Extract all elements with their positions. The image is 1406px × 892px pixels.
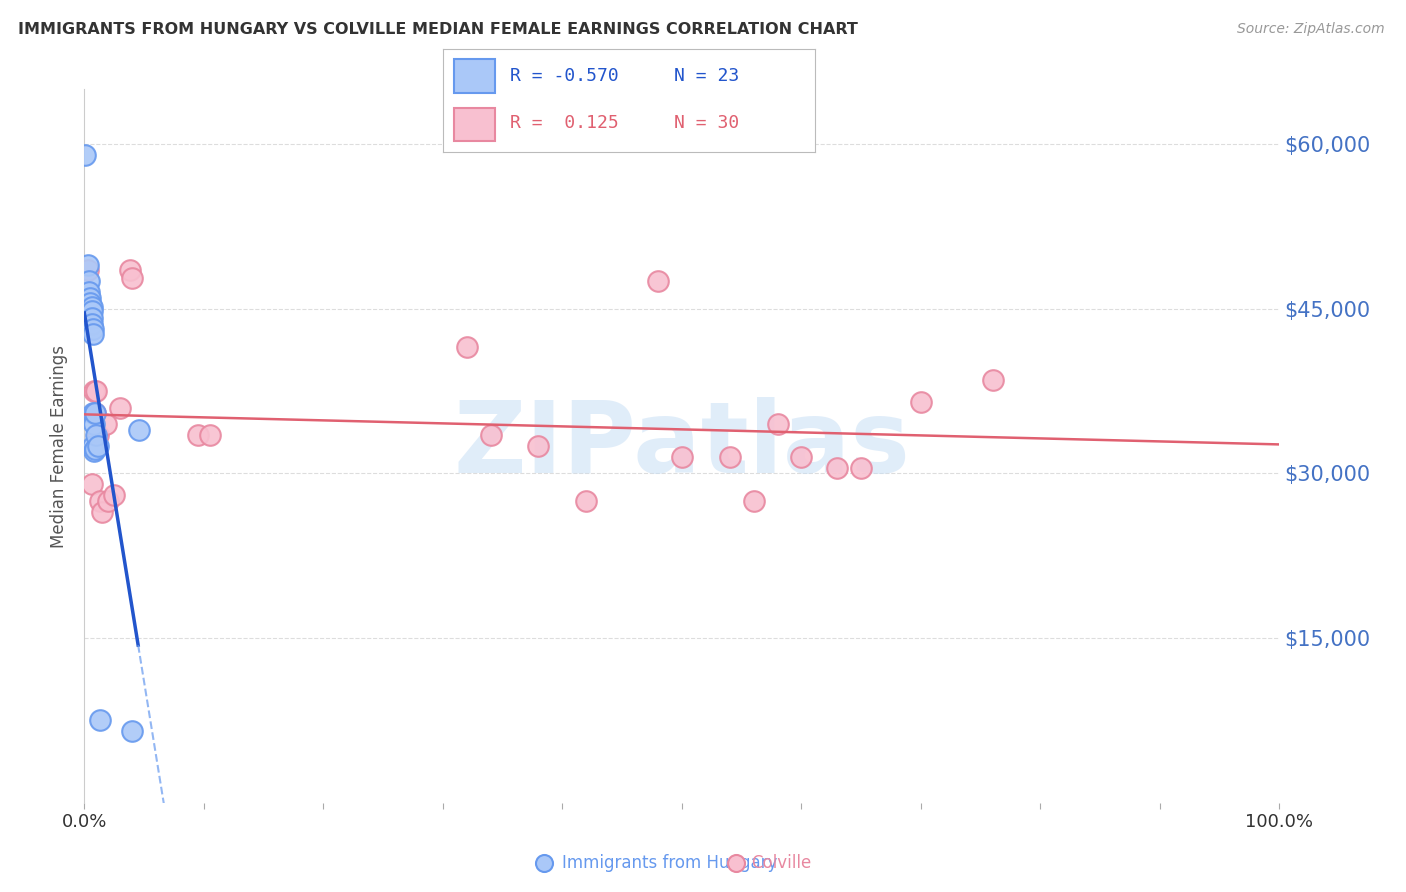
- Point: [533, 796, 555, 810]
- Point: [86, 428, 108, 442]
- Text: R =  0.125: R = 0.125: [510, 114, 619, 132]
- Point: [827, 461, 849, 475]
- Text: Colville: Colville: [751, 855, 811, 872]
- Text: N = 23: N = 23: [673, 67, 740, 86]
- Point: [456, 340, 478, 354]
- Point: [910, 395, 932, 409]
- Point: [97, 494, 120, 508]
- Point: [479, 428, 502, 442]
- Point: [86, 439, 108, 453]
- Point: [121, 271, 143, 285]
- Point: [671, 450, 693, 464]
- Point: [118, 263, 141, 277]
- Point: [86, 384, 108, 398]
- Point: [86, 428, 108, 442]
- Point: [110, 401, 132, 415]
- Point: [766, 417, 789, 431]
- Point: [83, 384, 105, 398]
- Point: [575, 494, 598, 508]
- Point: [82, 406, 104, 420]
- Point: [83, 444, 105, 458]
- Point: [79, 296, 101, 310]
- Point: [718, 450, 741, 464]
- Text: N = 30: N = 30: [673, 114, 740, 132]
- Point: [77, 263, 100, 277]
- Point: [77, 258, 100, 272]
- Point: [82, 326, 104, 341]
- Bar: [454, 108, 495, 141]
- Text: Source: ZipAtlas.com: Source: ZipAtlas.com: [1237, 22, 1385, 37]
- Point: [742, 494, 765, 508]
- Point: [79, 291, 101, 305]
- Point: [89, 714, 111, 728]
- Point: [724, 796, 747, 810]
- Point: [84, 442, 107, 457]
- Bar: [454, 59, 495, 93]
- Point: [84, 406, 107, 420]
- Point: [89, 494, 111, 508]
- Point: [80, 310, 103, 325]
- Point: [103, 488, 125, 502]
- Point: [77, 285, 100, 300]
- Point: [80, 304, 103, 318]
- Point: [94, 417, 117, 431]
- Point: [80, 317, 103, 331]
- Text: R = -0.570: R = -0.570: [510, 67, 619, 86]
- Point: [790, 450, 813, 464]
- Point: [981, 373, 1004, 387]
- Y-axis label: Median Female Earnings: Median Female Earnings: [51, 344, 69, 548]
- Point: [73, 148, 96, 162]
- Point: [83, 417, 105, 431]
- Text: Immigrants from Hungary: Immigrants from Hungary: [562, 855, 778, 872]
- Point: [77, 274, 100, 288]
- Point: [80, 300, 103, 314]
- Point: [851, 461, 873, 475]
- Point: [647, 274, 669, 288]
- Point: [80, 477, 103, 491]
- Point: [187, 428, 209, 442]
- Point: [198, 428, 221, 442]
- Point: [84, 406, 107, 420]
- Point: [128, 423, 150, 437]
- Point: [121, 724, 143, 739]
- Point: [91, 505, 114, 519]
- Text: IMMIGRANTS FROM HUNGARY VS COLVILLE MEDIAN FEMALE EARNINGS CORRELATION CHART: IMMIGRANTS FROM HUNGARY VS COLVILLE MEDI…: [18, 22, 858, 37]
- Text: ZIPatlas: ZIPatlas: [454, 398, 910, 494]
- Point: [527, 439, 550, 453]
- Point: [82, 439, 104, 453]
- Point: [82, 321, 104, 335]
